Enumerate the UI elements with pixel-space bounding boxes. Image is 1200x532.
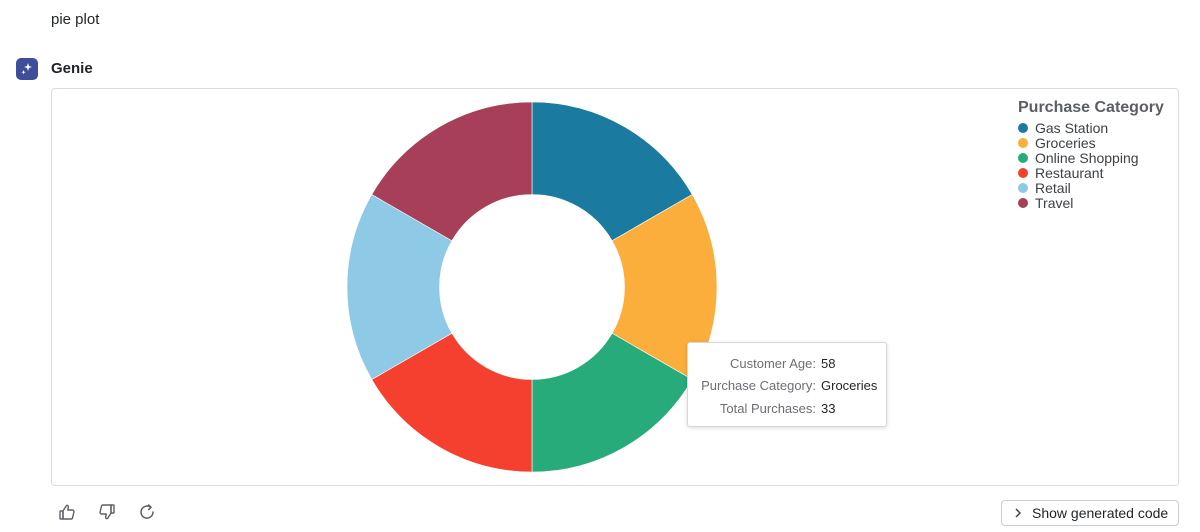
tooltip-value: Groceries	[821, 378, 878, 394]
thumbs-up-button[interactable]	[58, 503, 76, 521]
genie-avatar	[16, 58, 38, 80]
legend-item-online-shopping[interactable]: Online Shopping	[1018, 149, 1164, 166]
legend-label: Restaurant	[1035, 164, 1104, 181]
legend-swatch	[1018, 122, 1028, 133]
legend-item-groceries[interactable]: Groceries	[1018, 134, 1164, 151]
thumbs-up-icon	[59, 504, 75, 520]
donut-chart	[346, 101, 718, 473]
pie-slice-restaurant[interactable]	[371, 332, 533, 473]
legend-swatch	[1018, 137, 1028, 148]
legend-item-restaurant[interactable]: Restaurant	[1018, 164, 1164, 181]
feedback-actions	[58, 503, 156, 521]
chart-tooltip: Customer Age: 58 Purchase Category: Groc…	[687, 342, 887, 427]
assistant-name: Genie	[51, 60, 93, 77]
pie-slice-travel[interactable]	[371, 101, 533, 242]
regenerate-button[interactable]	[138, 503, 156, 521]
tooltip-row-total-purchases: Total Purchases: 33	[688, 397, 886, 420]
pie-slice-gas-station[interactable]	[531, 101, 693, 242]
legend-swatch	[1018, 182, 1028, 193]
thumbs-down-icon	[99, 504, 115, 520]
chevron-right-icon	[1014, 508, 1022, 518]
legend-title: Purchase Category	[1018, 99, 1164, 116]
pie-slice-online-shopping[interactable]	[531, 332, 693, 473]
legend-label: Retail	[1035, 179, 1071, 196]
tooltip-value: 33	[821, 400, 836, 416]
legend-item-retail[interactable]: Retail	[1018, 179, 1164, 196]
tooltip-label: Customer Age:	[730, 355, 816, 371]
tooltip-label: Total Purchases:	[719, 400, 816, 416]
tooltip-row-customer-age: Customer Age: 58	[688, 352, 886, 375]
chart-card: Purchase Category Gas Station Groceries On…	[51, 88, 1179, 486]
legend-item-gas-station[interactable]: Gas Station	[1018, 119, 1164, 136]
sparkle-icon	[21, 63, 32, 75]
legend-swatch	[1018, 152, 1028, 163]
legend-swatch	[1018, 167, 1028, 178]
legend-item-travel[interactable]: Travel	[1018, 194, 1164, 211]
legend-swatch	[1018, 197, 1028, 208]
user-message: pie plot	[51, 11, 100, 28]
refresh-icon	[140, 504, 154, 519]
legend-label: Groceries	[1035, 134, 1096, 151]
tooltip-value: 58	[821, 355, 836, 371]
thumbs-down-button[interactable]	[98, 503, 116, 521]
tooltip-row-purchase-category: Purchase Category: Groceries	[688, 375, 886, 398]
show-generated-code-button[interactable]: Show generated code	[1001, 500, 1179, 526]
legend-label: Online Shopping	[1035, 149, 1139, 166]
legend-label: Gas Station	[1035, 119, 1109, 136]
show-code-label: Show generated code	[1032, 505, 1169, 521]
legend-label: Travel	[1035, 194, 1074, 211]
chart-legend: Purchase Category Gas Station Groceries On…	[1018, 99, 1164, 211]
tooltip-label: Purchase Category:	[701, 378, 816, 394]
pie-slice-retail[interactable]	[346, 194, 453, 380]
